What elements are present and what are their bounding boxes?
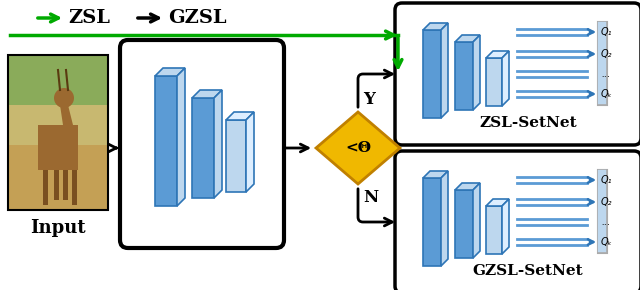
- Polygon shape: [63, 170, 68, 200]
- Polygon shape: [423, 178, 441, 266]
- Text: N: N: [363, 189, 378, 206]
- Polygon shape: [192, 98, 214, 198]
- Polygon shape: [486, 51, 509, 58]
- Polygon shape: [473, 35, 480, 110]
- Polygon shape: [455, 42, 473, 110]
- Text: Input: Input: [30, 219, 86, 237]
- Polygon shape: [423, 171, 448, 178]
- Polygon shape: [60, 105, 73, 125]
- Polygon shape: [8, 55, 108, 210]
- Polygon shape: [214, 90, 222, 198]
- Text: GZSL: GZSL: [168, 9, 227, 27]
- Polygon shape: [423, 30, 441, 118]
- Polygon shape: [38, 125, 78, 170]
- Circle shape: [54, 88, 74, 108]
- Text: Q₁: Q₁: [601, 175, 612, 185]
- Polygon shape: [43, 170, 48, 205]
- Text: Q₁: Q₁: [601, 27, 612, 37]
- Polygon shape: [455, 183, 480, 190]
- Polygon shape: [8, 55, 108, 105]
- Text: ZSL-SetNet: ZSL-SetNet: [479, 116, 577, 130]
- Polygon shape: [192, 90, 222, 98]
- Polygon shape: [486, 58, 502, 106]
- Polygon shape: [441, 171, 448, 266]
- Text: Q₂: Q₂: [601, 49, 612, 59]
- Polygon shape: [423, 23, 448, 30]
- Text: Y: Y: [363, 92, 375, 108]
- FancyBboxPatch shape: [395, 3, 640, 145]
- Text: ...: ...: [601, 217, 611, 227]
- Polygon shape: [441, 23, 448, 118]
- Text: <Θ: <Θ: [345, 141, 371, 155]
- Polygon shape: [155, 76, 177, 206]
- Text: ZSL: ZSL: [68, 9, 110, 27]
- Polygon shape: [155, 68, 185, 76]
- Polygon shape: [455, 190, 473, 258]
- Polygon shape: [72, 170, 77, 205]
- Polygon shape: [316, 112, 400, 184]
- Text: Qₖ: Qₖ: [601, 237, 612, 247]
- FancyBboxPatch shape: [395, 151, 640, 290]
- Polygon shape: [502, 51, 509, 106]
- Polygon shape: [226, 112, 254, 120]
- Polygon shape: [226, 120, 246, 192]
- Polygon shape: [54, 170, 59, 200]
- Polygon shape: [177, 68, 185, 206]
- Text: ...: ...: [601, 69, 611, 79]
- Polygon shape: [486, 206, 502, 254]
- Polygon shape: [502, 199, 509, 254]
- Text: GZSL-SetNet: GZSL-SetNet: [473, 264, 583, 278]
- Text: Q₂: Q₂: [601, 197, 612, 207]
- Polygon shape: [8, 145, 108, 210]
- Polygon shape: [486, 199, 509, 206]
- Polygon shape: [473, 183, 480, 258]
- FancyBboxPatch shape: [120, 40, 284, 248]
- Polygon shape: [246, 112, 254, 192]
- Text: Qₖ: Qₖ: [601, 89, 612, 99]
- Polygon shape: [455, 35, 480, 42]
